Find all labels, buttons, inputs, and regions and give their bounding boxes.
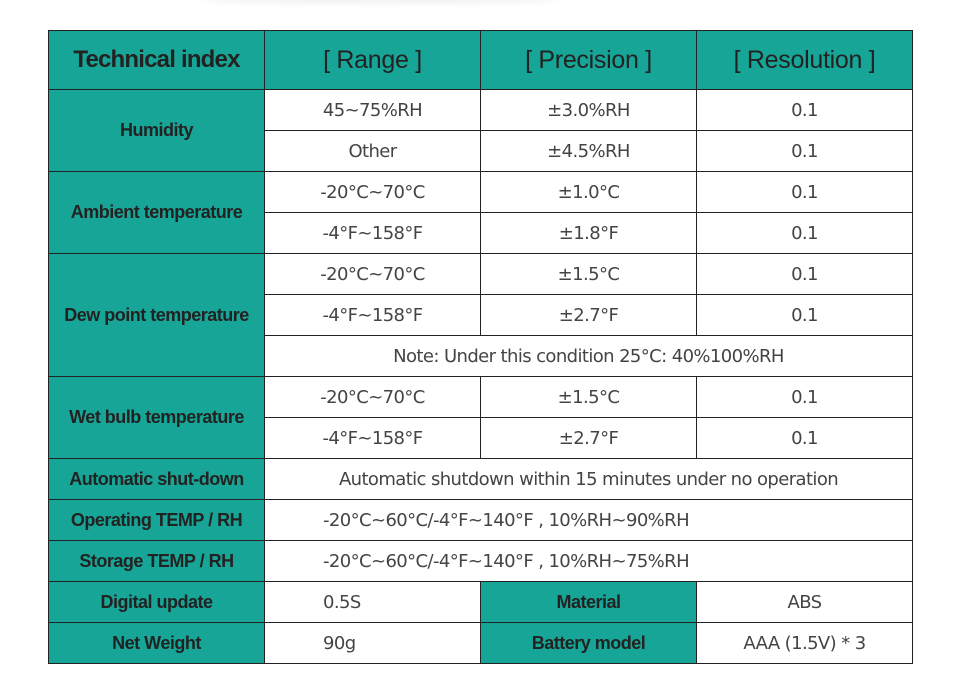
humidity-precision-1: ±3.0%RH xyxy=(480,89,697,131)
table-row: -4°F~158°F ±2.7°F 0.1 xyxy=(49,294,913,336)
wet-bulb-range-1: -20°C~70°C xyxy=(264,376,481,418)
header-resolution: [ Resolution ] xyxy=(696,30,913,90)
net-weight-value: 90g xyxy=(264,622,481,664)
wet-bulb-resolution-2: 0.1 xyxy=(696,417,913,459)
digital-update-label: Digital update xyxy=(48,581,265,623)
dew-point-precision-1: ±1.5°C xyxy=(480,253,697,295)
table-row: Storage TEMP / RH -20°C~60°C/-4°F~140°F … xyxy=(48,540,913,582)
battery-model-value: AAA (1.5V) * 3 xyxy=(696,622,913,664)
wet-bulb-precision-2: ±2.7°F xyxy=(480,417,697,459)
dew-point-temperature-label: Dew point temperature xyxy=(48,253,265,377)
dew-point-note: Note: Under this condition 25°C: 40%100%… xyxy=(264,335,913,377)
dew-point-resolution-2: 0.1 xyxy=(696,294,913,336)
storage-temp-rh-label: Storage TEMP / RH xyxy=(48,540,265,582)
ambient-range-2: -4°F~158°F xyxy=(264,212,481,254)
table-row: Digital update 0.5S Material ABS xyxy=(48,581,913,623)
wet-bulb-range-2: -4°F~158°F xyxy=(264,417,481,459)
humidity-range-1: 45~75%RH xyxy=(264,89,481,131)
table-row: Operating TEMP / RH -20°C~60°C/-4°F~140°… xyxy=(48,499,913,541)
humidity-resolution-1: 0.1 xyxy=(696,89,913,131)
top-shadow-decoration xyxy=(200,0,560,4)
table-row: Wet bulb temperature -20°C~70°C ±1.5°C 0… xyxy=(48,376,913,459)
auto-shutdown-label: Automatic shut-down xyxy=(48,458,265,500)
table-row: -4°F~158°F ±1.8°F 0.1 xyxy=(49,212,913,254)
header-precision: [ Precision ] xyxy=(480,30,697,90)
dew-point-range-1: -20°C~70°C xyxy=(264,253,481,295)
dew-point-range-2: -4°F~158°F xyxy=(264,294,481,336)
table-row: Ambient temperature -20°C~70°C ±1.0°C 0.… xyxy=(48,171,913,254)
technical-spec-table: Technical index [ Range ] [ Precision ] … xyxy=(48,30,913,664)
table-row: Dew point temperature -20°C~70°C ±1.5°C … xyxy=(48,253,913,377)
table-row: Automatic shut-down Automatic shutdown w… xyxy=(48,458,913,500)
digital-update-value: 0.5S xyxy=(264,581,481,623)
dew-point-precision-2: ±2.7°F xyxy=(480,294,697,336)
table-row: Net Weight 90g Battery model AAA (1.5V) … xyxy=(48,622,913,664)
wet-bulb-precision-1: ±1.5°C xyxy=(480,376,697,418)
material-value: ABS xyxy=(696,581,913,623)
table-row: Humidity 45~75%RH ±3.0%RH 0.1 xyxy=(48,89,913,172)
table-row: Note: Under this condition 25°C: 40%100%… xyxy=(49,335,913,377)
wet-bulb-temperature-label: Wet bulb temperature xyxy=(48,376,265,459)
operating-temp-rh-label: Operating TEMP / RH xyxy=(48,499,265,541)
header-range: [ Range ] xyxy=(264,30,481,90)
humidity-precision-2: ±4.5%RH xyxy=(480,130,697,172)
ambient-resolution-2: 0.1 xyxy=(696,212,913,254)
wet-bulb-resolution-1: 0.1 xyxy=(696,376,913,418)
battery-model-label: Battery model xyxy=(480,622,697,664)
humidity-label: Humidity xyxy=(48,89,265,172)
ambient-precision-2: ±1.8°F xyxy=(480,212,697,254)
operating-temp-rh-value: -20°C~60°C/-4°F~140°F , 10%RH~90%RH xyxy=(264,499,913,541)
table-row: Other ±4.5%RH 0.1 xyxy=(49,130,913,172)
ambient-precision-1: ±1.0°C xyxy=(480,171,697,213)
ambient-temperature-label: Ambient temperature xyxy=(48,171,265,254)
table-row: -4°F~158°F ±2.7°F 0.1 xyxy=(49,417,913,459)
storage-temp-rh-value: -20°C~60°C/-4°F~140°F , 10%RH~75%RH xyxy=(264,540,913,582)
auto-shutdown-value: Automatic shutdown within 15 minutes und… xyxy=(264,458,913,500)
table-header-row: Technical index [ Range ] [ Precision ] … xyxy=(48,30,913,90)
material-label: Material xyxy=(480,581,697,623)
humidity-resolution-2: 0.1 xyxy=(696,130,913,172)
net-weight-label: Net Weight xyxy=(48,622,265,664)
humidity-range-2: Other xyxy=(264,130,481,172)
ambient-range-1: -20°C~70°C xyxy=(264,171,481,213)
dew-point-resolution-1: 0.1 xyxy=(696,253,913,295)
header-technical-index: Technical index xyxy=(48,30,265,90)
ambient-resolution-1: 0.1 xyxy=(696,171,913,213)
